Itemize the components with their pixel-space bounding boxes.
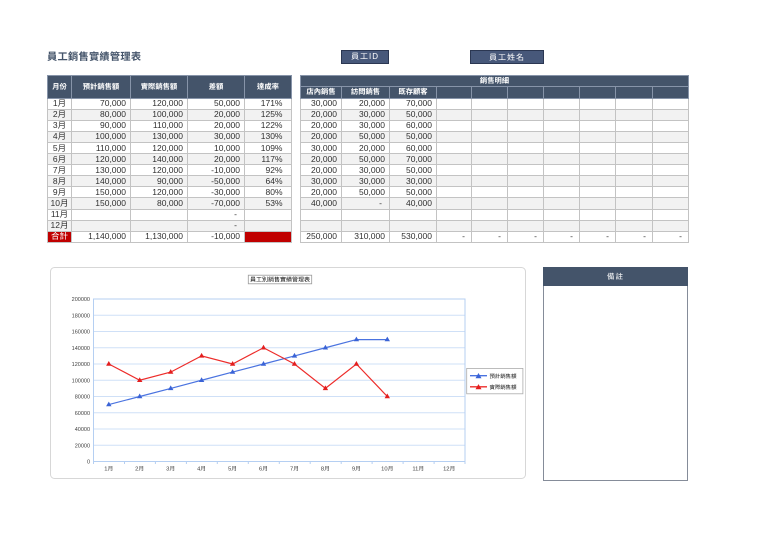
svg-text:120000: 120000 [72,360,90,368]
svg-text:6月: 6月 [259,464,268,473]
svg-text:11月: 11月 [412,464,424,473]
svg-text:7月: 7月 [290,464,299,473]
svg-text:80000: 80000 [75,393,90,401]
svg-text:200000: 200000 [72,295,90,303]
svg-text:2月: 2月 [135,464,144,473]
svg-text:5月: 5月 [228,464,237,473]
svg-text:12月: 12月 [443,464,455,473]
svg-text:3月: 3月 [166,464,175,473]
svg-text:10月: 10月 [381,464,393,473]
svg-text:180000: 180000 [72,311,90,319]
svg-text:實際銷售額: 實際銷售額 [490,383,518,391]
svg-text:100000: 100000 [72,376,90,384]
svg-text:60000: 60000 [75,409,90,417]
svg-text:4月: 4月 [197,464,206,473]
svg-text:9月: 9月 [352,464,361,473]
svg-text:8月: 8月 [321,464,330,473]
svg-text:員工別銷售實績管理表: 員工別銷售實績管理表 [250,275,310,284]
svg-text:預計銷售額: 預計銷售額 [490,372,518,380]
svg-text:1月: 1月 [104,464,113,473]
svg-text:140000: 140000 [72,344,90,352]
svg-text:40000: 40000 [75,425,90,433]
svg-text:20000: 20000 [75,441,90,449]
svg-text:0: 0 [87,458,90,466]
svg-text:160000: 160000 [72,328,90,336]
